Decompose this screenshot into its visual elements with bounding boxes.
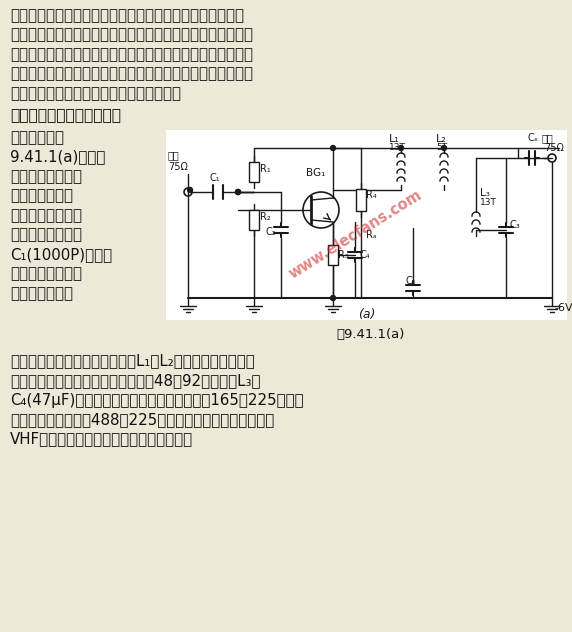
Bar — [356, 189, 366, 211]
Text: 整个回路参差调谐在488～225兆赫的通带范围内，因而能对: 整个回路参差调谐在488～225兆赫的通带范围内，因而能对 — [10, 412, 274, 427]
Text: 9.41.1(a)，这是: 9.41.1(a)，这是 — [10, 150, 105, 164]
Text: 感、电容组成的谐振回路取出。L₁、L₂与晋体管输出端分布: 感、电容组成的谐振回路取出。L₁、L₂与晋体管输出端分布 — [10, 353, 255, 368]
Circle shape — [236, 190, 240, 195]
Text: C₄: C₄ — [359, 250, 370, 260]
Text: R₁: R₁ — [260, 164, 271, 174]
Text: 输入: 输入 — [168, 150, 180, 160]
Text: R₄: R₄ — [366, 190, 377, 200]
Circle shape — [442, 145, 447, 150]
Text: 输出: 输出 — [542, 133, 554, 143]
Text: 5T: 5T — [436, 143, 447, 152]
Text: 图9.41.1(a): 图9.41.1(a) — [336, 328, 404, 341]
Text: R₃: R₃ — [338, 250, 349, 260]
Circle shape — [236, 190, 240, 195]
Text: www.elecfans.com: www.elecfans.com — [287, 187, 425, 282]
Text: BG₁: BG₁ — [306, 168, 325, 178]
Circle shape — [399, 145, 403, 150]
Text: 13T: 13T — [480, 198, 497, 207]
Text: 晋体管的基极，进: 晋体管的基极，进 — [10, 267, 82, 281]
Text: -6V: -6V — [554, 303, 572, 313]
Text: 13T: 13T — [389, 143, 406, 152]
Text: (a): (a) — [358, 308, 375, 321]
Text: C₅: C₅ — [406, 276, 416, 286]
Text: 75Ω: 75Ω — [168, 162, 188, 172]
Text: L₂: L₂ — [436, 134, 447, 144]
Text: R₂: R₂ — [260, 212, 271, 222]
Text: 75Ω: 75Ω — [544, 143, 564, 153]
Bar — [249, 162, 259, 182]
Text: VHF频段中的任一频道电视信号进行放大。: VHF频段中的任一频道电视信号进行放大。 — [10, 432, 193, 446]
Text: C₄(47μF)构成的串联谐振回路，谐振频率为165～225兆赫，: C₄(47μF)构成的串联谐振回路，谐振频率为165～225兆赫， — [10, 392, 304, 408]
Bar — [328, 245, 338, 265]
Text: 路，其工作原理: 路，其工作原理 — [10, 188, 73, 204]
Text: 放大器，将电视信号预先放大后再送电视机，那末就可以获得: 放大器，将电视信号预先放大后再送电视机，那末就可以获得 — [10, 47, 253, 62]
Text: 行放大，再由电: 行放大，再由电 — [10, 286, 73, 301]
Text: C₂: C₂ — [266, 227, 277, 237]
Text: C₃: C₃ — [509, 220, 520, 230]
Circle shape — [188, 188, 193, 193]
Text: C₁(1000P)耦合到: C₁(1000P)耦合到 — [10, 247, 112, 262]
Text: 一、单电源单级放大器: 一、单电源单级放大器 — [10, 107, 121, 123]
Text: C₁: C₁ — [210, 173, 221, 183]
Text: 较为满意的接收效果。下面介绍几种简易电视天线放大器的制: 较为满意的接收效果。下面介绍几种简易电视天线放大器的制 — [10, 66, 253, 82]
Text: L₁: L₁ — [389, 134, 400, 144]
Bar — [249, 210, 259, 230]
Text: Cₓ: Cₓ — [527, 133, 538, 143]
Text: L₃: L₃ — [480, 188, 490, 198]
Text: 通常，我们可以架设较高的室外天线来改善接收效果。但: 通常，我们可以架设较高的室外天线来改善接收效果。但 — [10, 8, 244, 23]
Text: 作方法。这些制作简单易行，化费也不多。: 作方法。这些制作简单易行，化费也不多。 — [10, 86, 181, 101]
Text: 电视信号经电容器: 电视信号经电容器 — [10, 228, 82, 243]
Circle shape — [331, 145, 336, 150]
Circle shape — [331, 296, 336, 300]
Text: 是这种方法比较费力，也不够经济。如果自己做一个电视天线: 是这种方法比较费力，也不够经济。如果自己做一个电视天线 — [10, 28, 253, 42]
Text: 为：从天线上来的: 为：从天线上来的 — [10, 208, 82, 223]
Text: 电容构成并联谐振回路，谐振频率为48～92兆赫，而L₃、: 电容构成并联谐振回路，谐振频率为48～92兆赫，而L₃、 — [10, 373, 260, 388]
Text: 电原理图见图: 电原理图见图 — [10, 130, 64, 145]
Text: Rₐ: Rₐ — [366, 230, 376, 240]
Text: 典型的共发射极电: 典型的共发射极电 — [10, 169, 82, 184]
Bar — [166, 130, 567, 320]
